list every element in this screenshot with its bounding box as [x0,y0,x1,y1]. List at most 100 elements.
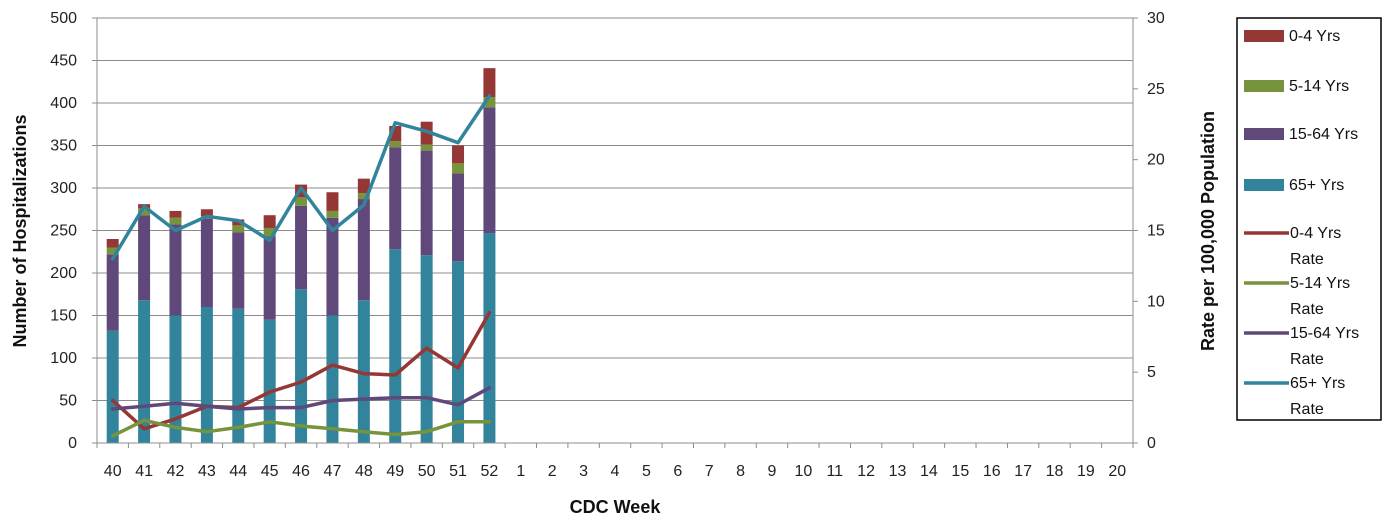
y-tick-label: 500 [50,10,77,27]
bar-segment [295,289,308,443]
y-tick-label: 250 [50,223,77,240]
x-tick-label: 12 [857,463,875,480]
y-tick-label: 450 [50,53,77,70]
x-tick-label: 4 [611,463,620,480]
x-tick-label: 47 [324,463,342,480]
x-axis-title: CDC Week [570,497,662,517]
y-tick-label: 0 [68,435,77,452]
legend-swatch [1244,80,1284,92]
x-tick-label: 45 [261,463,279,480]
x-tick-label: 2 [548,463,557,480]
bar-segment [138,208,151,216]
x-tick-label: 14 [920,463,938,480]
bar-segment [452,145,465,164]
x-tick-label: 46 [292,463,310,480]
legend-label: 15-64 Yrs [1289,126,1358,143]
bar-segment [295,205,308,290]
x-tick-label: 16 [983,463,1001,480]
bar-segment [295,197,308,206]
rate-line [110,94,492,261]
bar-segment [169,217,182,225]
bar-segment [232,232,245,309]
x-tick-label: 11 [826,463,843,480]
bar-segment [138,215,151,301]
bar-segment [389,249,402,443]
bar-segment [106,239,119,248]
x-tick-label: 51 [449,463,467,480]
x-tick-label: 19 [1077,463,1095,480]
bar-segment [326,192,339,211]
x-tick-label: 44 [229,463,247,480]
legend-swatch [1244,30,1284,42]
x-tick-label: 42 [167,463,185,480]
bar-segment [106,330,119,443]
bar-segment [483,233,496,443]
bar-segment [420,150,433,256]
rate-line [110,418,492,438]
legend-label: 15-64 Yrs [1290,325,1359,342]
legend: 0-4 Yrs 5-14 Yrs 15-64 Yrs 65+ Yrs 0-4 Yrs Ra… [1236,17,1382,421]
x-tick-label: 10 [794,463,812,480]
y2-tick-label: 0 [1147,435,1156,452]
legend-swatch [1244,128,1284,140]
x-tick-label: 15 [951,463,969,480]
x-tick-label: 18 [1046,463,1064,480]
x-tick-label: 6 [673,463,682,480]
bar-segment [169,210,182,218]
x-tick-label: 17 [1014,463,1032,480]
y2-tick-label: 15 [1147,223,1165,240]
legend-label-line2: Rate [1290,351,1324,368]
bar-segment [263,227,276,237]
x-tick-label: 9 [768,463,777,480]
x-tick-label: 52 [481,463,499,480]
bar-segment [263,319,276,443]
x-tick-label: 5 [642,463,651,480]
bar-segment [169,315,182,443]
x-tick-label: 13 [889,463,907,480]
legend-label: 5-14 Yrs [1290,275,1350,292]
bar-segment [452,261,465,443]
y2-tick-label: 20 [1147,152,1165,169]
bar-segment [232,308,245,443]
stacked-bars [106,68,496,443]
y-tick-label: 300 [50,180,77,197]
y-tick-label: 150 [50,308,77,325]
x-tick-label: 1 [516,463,525,480]
legend-label: 65+ Yrs [1289,177,1344,194]
legend-label: 0-4 Yrs [1290,225,1341,242]
legend-label-line2: Rate [1290,301,1324,318]
bar-segment [483,107,496,234]
legend-label-line2: Rate [1290,251,1324,268]
x-tick-label: 50 [418,463,436,480]
y2-axis-title: Rate per 100,000 Population [1198,111,1218,351]
bar-segment [326,315,339,443]
bar-segment [200,209,213,217]
bar-segment [169,224,182,316]
bar-segment [232,225,245,233]
bar-segment [452,173,465,262]
bar-segment [389,147,402,250]
bar-segment [326,217,339,316]
bar-segment [263,215,276,228]
bar-segment [420,121,433,145]
y2-tick-label: 5 [1147,364,1156,381]
bar-segment [420,144,433,151]
y2-tick-label: 25 [1147,81,1165,98]
legend-label: 5-14 Yrs [1289,78,1349,95]
bar-segment [106,254,119,331]
y-tick-label: 400 [50,95,77,112]
y-axis-title: Number of Hospitalizations [10,114,30,347]
legend-label-line2: Rate [1290,401,1324,418]
bar-segment [263,236,276,320]
bar-segment [357,199,370,301]
bar-segment [452,163,465,174]
y2-tick-label: 30 [1147,10,1165,27]
x-tick-label: 7 [705,463,714,480]
x-tick-label: 8 [736,463,745,480]
x-tick-label: 49 [386,463,404,480]
bar-segment [357,300,370,443]
x-tick-label: 3 [579,463,588,480]
bar-segment [326,210,339,218]
x-tick-label: 20 [1108,463,1126,480]
